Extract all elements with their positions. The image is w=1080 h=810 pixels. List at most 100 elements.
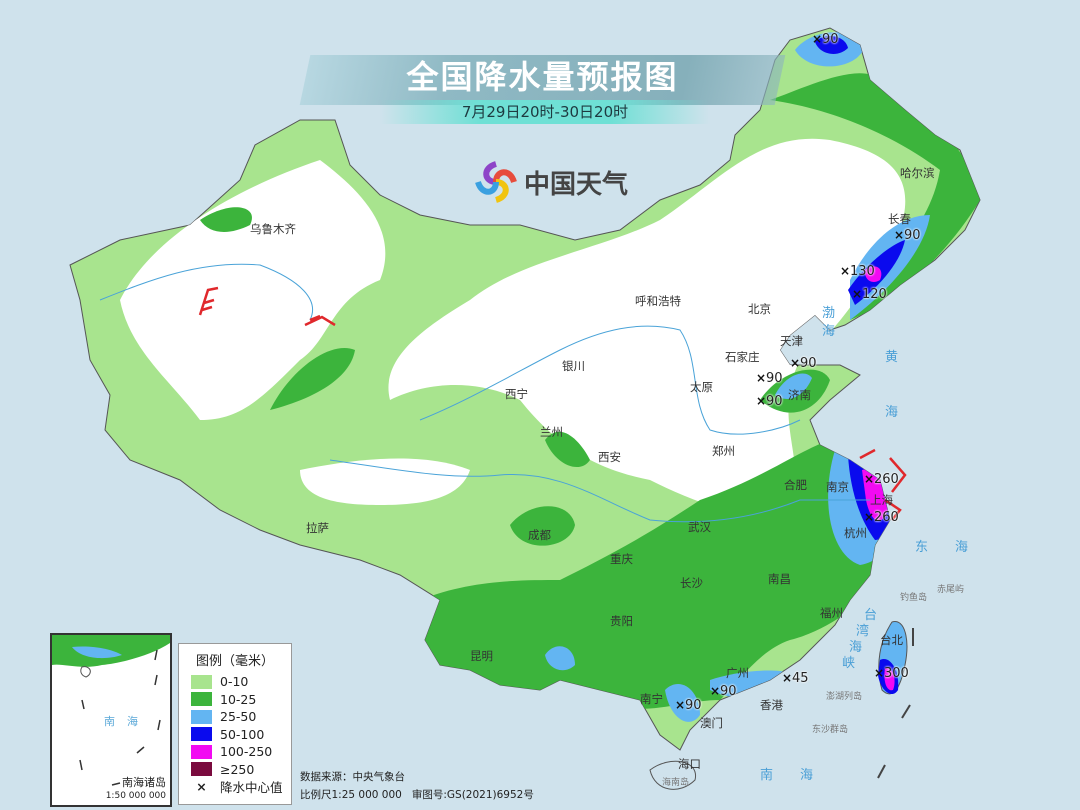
inset-name: 南海诸岛 (122, 776, 166, 789)
storm-symbol (198, 286, 907, 521)
zone-10-25-qinghai (270, 348, 355, 410)
sea-label: 海 (849, 640, 863, 655)
zone-dry-north (388, 138, 906, 520)
legend-row-center: × 降水中心值 (179, 778, 291, 796)
city-label: 银川 (562, 359, 585, 373)
data-source: 数据来源：中央气象台 (300, 771, 405, 783)
island-label: 钓鱼岛 (900, 593, 928, 603)
legend-title: 图例（毫米） (195, 654, 274, 669)
x-mark-icon: × (864, 472, 875, 486)
island-label: 澎湖列岛 (826, 692, 863, 702)
precip-center-value: 130 (850, 264, 875, 279)
legend-label: 0-10 (220, 674, 249, 690)
approval-number: 审图号:GS(2021)6952号 (411, 789, 534, 801)
x-mark-icon: × (710, 684, 721, 698)
zone-dry-tibet (300, 458, 470, 505)
sea-label: 湾 (856, 624, 870, 639)
zone-50-100-nhlj (815, 36, 848, 54)
city-label: 拉萨 (306, 521, 329, 535)
city-label: 澳门 (700, 716, 723, 730)
rivers (99, 263, 870, 523)
legend-row: 10-25 (179, 691, 291, 709)
legend-label: 50-100 (220, 726, 265, 742)
zone-10-25-gansu (545, 431, 590, 468)
x-mark-icon: × (812, 32, 823, 46)
x-mark-icon: × (196, 779, 207, 795)
brand-logo: 中国天气 (474, 160, 628, 204)
island-label: 赤尾屿 (937, 585, 965, 595)
legend-swatch (191, 709, 212, 724)
map-scale: 比例尺1:25 000 000 (300, 789, 402, 801)
legend-swatch (191, 692, 212, 707)
map-footer: 数据来源：中央气象台 比例尺1:25 000 000 审图号:GS(2021)6… (300, 768, 534, 804)
city-label: 西安 (598, 450, 621, 464)
x-mark-icon: × (852, 287, 863, 301)
city-label: 南宁 (640, 692, 663, 706)
legend-row: 100-250 (179, 743, 291, 761)
city-label: 福州 (820, 606, 843, 620)
city-label: 海口 (678, 757, 701, 771)
south-china-sea-inset: 南海 南海诸岛 1:50 000 000 (50, 633, 172, 807)
legend-label: 100-250 (220, 744, 273, 760)
inset-map (52, 635, 170, 786)
zone-10-25-northeast (770, 73, 980, 320)
sea-label: 海 (822, 324, 836, 339)
precip-center-value: 90 (685, 698, 702, 713)
inset-sea-label: 南海 (104, 715, 150, 728)
city-label: 呼和浩特 (635, 294, 681, 308)
sea-label: 东 (915, 540, 929, 555)
city-label: 太原 (690, 380, 713, 394)
city-label: 合肥 (784, 478, 807, 492)
city-label: 台北 (880, 633, 903, 647)
x-mark-icon: × (790, 356, 801, 370)
city-label: 西宁 (505, 387, 528, 401)
precip-center-value: 300 (884, 666, 909, 681)
zone-10-25-chengdu (510, 506, 575, 546)
city-label: 哈尔滨 (900, 166, 935, 180)
sea-label: 海 (800, 768, 814, 783)
precip-center-value: 90 (904, 228, 921, 243)
city-label: 重庆 (610, 552, 633, 566)
legend: 图例（毫米） 0-10 10-25 25-50 50-100 100-250 ≥250 ×… (178, 643, 292, 805)
city-label: 济南 (788, 388, 811, 402)
city-label: 成都 (528, 528, 551, 542)
city-label: 昆明 (470, 649, 493, 663)
x-mark-icon: × (756, 394, 767, 408)
city-label: 贵阳 (610, 614, 633, 628)
map-subtitle: 7月29日20时-30日20时 (461, 103, 629, 121)
brand-name: 中国天气 (524, 169, 629, 200)
island-label: 海南岛 (662, 778, 690, 788)
inset-scale: 1:50 000 000 (105, 791, 166, 801)
x-mark-icon: × (675, 698, 686, 712)
city-label: 杭州 (844, 526, 867, 540)
zone-25-50-gx (665, 684, 700, 722)
sea-label: 峡 (842, 656, 856, 671)
city-label: 兰州 (540, 425, 563, 439)
precip-center-value: 90 (720, 684, 737, 699)
sea-label: 海 (955, 540, 969, 555)
zone-dry-xinjiang (120, 160, 386, 420)
city-label: 乌鲁木齐 (250, 222, 296, 236)
hainan-island (649, 760, 696, 790)
zone-25-50-yn (545, 646, 575, 671)
city-label: 郑州 (712, 444, 735, 458)
x-mark-icon: × (874, 666, 885, 680)
legend-label: 10-25 (220, 691, 257, 707)
zone-100-250-ne (864, 266, 882, 282)
x-mark-icon: × (782, 671, 793, 685)
city-label: 北京 (748, 302, 771, 316)
legend-label: ≥250 (220, 761, 255, 777)
legend-swatch (191, 744, 212, 759)
sea-label: 黄 (885, 350, 899, 365)
city-label: 长沙 (680, 576, 703, 590)
city-label: 长春 (888, 212, 911, 226)
city-label: 上海 (870, 493, 893, 507)
zone-10-25-west (200, 207, 252, 232)
precip-center-value: 90 (766, 394, 783, 409)
map-title: 全国降水量预报图 (406, 58, 679, 96)
x-mark-icon: × (894, 228, 905, 242)
city-label: 石家庄 (725, 350, 760, 364)
x-mark-icon: × (840, 264, 851, 278)
legend-label: 降水中心值 (220, 780, 283, 796)
